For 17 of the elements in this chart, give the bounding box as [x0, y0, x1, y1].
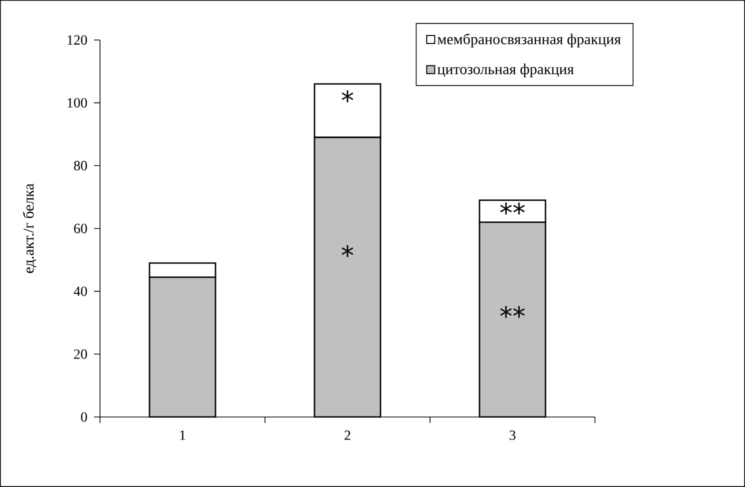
- y-tick-label: 0: [81, 412, 87, 422]
- y-axis-title: ед.акт./г белка: [22, 184, 36, 273]
- x-tick-label: 1: [180, 430, 186, 440]
- annotation: *: [342, 90, 354, 102]
- y-tick-label: 100: [68, 98, 87, 108]
- x-tick-label: 3: [510, 430, 516, 440]
- legend-label: цитозольная фракция: [437, 64, 574, 78]
- x-tick-label: 2: [344, 430, 350, 440]
- y-tick-label: 80: [74, 160, 87, 170]
- y-tick-label: 40: [74, 286, 87, 296]
- annotation: *: [342, 245, 354, 258]
- y-tick-label: 20: [74, 349, 87, 359]
- legend-label: мембраносвязанная фракция: [438, 33, 621, 48]
- annotation: **: [500, 306, 525, 318]
- y-tick-label: 120: [68, 35, 87, 45]
- y-tick-label: 60: [74, 224, 87, 234]
- annotation: **: [500, 202, 525, 215]
